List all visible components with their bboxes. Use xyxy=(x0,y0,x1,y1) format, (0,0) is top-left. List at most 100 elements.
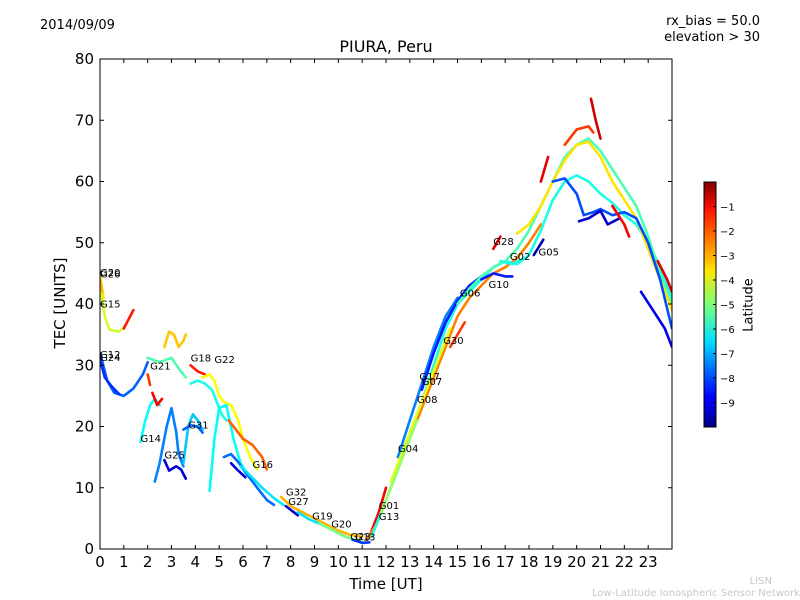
series-annotation-0: G20 xyxy=(100,268,120,279)
series-annotation-8: G14 xyxy=(141,434,161,445)
x-tick-label-11: 11 xyxy=(353,553,372,571)
x-tick-label-12: 12 xyxy=(376,553,395,571)
colorbar-tick-label-5: −6 xyxy=(720,325,735,336)
y-tick-label-4: 40 xyxy=(75,295,94,313)
series-line-9 xyxy=(151,391,164,407)
series-annotation-27: G28 xyxy=(493,237,513,248)
series-line-6 xyxy=(146,356,188,379)
x-tick-label-18: 18 xyxy=(519,553,538,571)
series-annotation-26: G10 xyxy=(489,280,509,291)
y-tick-label-8: 80 xyxy=(75,50,94,68)
series-line-34 xyxy=(449,321,466,349)
x-tick-label-6: 6 xyxy=(238,553,248,571)
series-annotation-13: G27 xyxy=(288,497,308,508)
series-line-24 xyxy=(284,504,300,517)
x-tick-label-15: 15 xyxy=(448,553,467,571)
date-label: 2014/09/09 xyxy=(40,18,115,33)
series-line-44 xyxy=(589,97,602,140)
rx-bias-label: rx_bias = 50.0 xyxy=(666,14,760,29)
chart-title: PIURA, Peru xyxy=(339,37,433,56)
series-annotation-20: G04 xyxy=(398,444,418,455)
x-tick-label-22: 22 xyxy=(615,553,634,571)
series-annotation-25: G06 xyxy=(460,289,480,300)
x-tick-label-7: 7 xyxy=(262,553,272,571)
series-line-31 xyxy=(396,296,459,459)
series-annotation-10: G31 xyxy=(188,420,208,431)
x-tick-label-2: 2 xyxy=(143,553,153,571)
series-annotation-2: G15 xyxy=(100,300,120,311)
series-line-13 xyxy=(182,413,204,465)
series-line-18 xyxy=(208,403,250,493)
x-tick-label-8: 8 xyxy=(286,553,296,571)
series-annotation-1: G26 xyxy=(100,270,120,281)
y-tick-label-1: 10 xyxy=(75,479,94,497)
rx-bias-info: rx_bias = 50.0 elevation > 30 xyxy=(664,14,760,46)
x-tick-label-14: 14 xyxy=(424,553,443,571)
series-line-14 xyxy=(182,424,204,434)
y-tick-label-7: 70 xyxy=(75,111,94,129)
series-line-0 xyxy=(100,284,126,333)
series-line-27 xyxy=(351,538,371,545)
series-line-29 xyxy=(365,223,543,542)
x-tick-label-4: 4 xyxy=(191,553,201,571)
series-annotation-7: G22 xyxy=(214,355,234,366)
watermark-short: LISN xyxy=(749,576,772,587)
x-axis-label: Time [UT] xyxy=(349,575,423,593)
series-line-47 xyxy=(611,204,631,238)
y-tick-label-2: 20 xyxy=(75,418,94,436)
elevation-label: elevation > 30 xyxy=(664,30,760,45)
series-line-12 xyxy=(163,330,188,349)
series-annotation-23: G17 xyxy=(419,372,439,383)
series-annotation-9: G25 xyxy=(164,450,184,461)
series-line-5 xyxy=(122,308,135,330)
y-tick-label-0: 0 xyxy=(84,540,94,558)
series-annotation-19: G13 xyxy=(379,512,399,523)
series-line-33 xyxy=(379,419,419,514)
colorbar-tick-label-1: −2 xyxy=(720,227,735,238)
y-tick-label-6: 60 xyxy=(75,173,94,191)
series-annotation-4: G24 xyxy=(100,353,120,364)
series-annotation-15: G20 xyxy=(331,520,351,531)
series-line-20 xyxy=(222,452,276,507)
x-tick-label-13: 13 xyxy=(400,553,419,571)
series-annotation-17: G13 xyxy=(355,532,375,543)
series-line-4 xyxy=(100,357,121,396)
x-tick-label-0: 0 xyxy=(95,553,105,571)
series-line-41 xyxy=(515,140,672,312)
plot-frame xyxy=(99,58,673,550)
x-tick-label-9: 9 xyxy=(310,553,320,571)
series-line-22 xyxy=(239,465,285,507)
series-line-10 xyxy=(153,406,185,483)
colorbar-tick-label-8: −9 xyxy=(720,399,735,410)
x-tick-label-17: 17 xyxy=(496,553,515,571)
series-annotation-6: G18 xyxy=(191,354,211,365)
series-line-45 xyxy=(551,177,672,330)
colorbar-tick-label-6: −7 xyxy=(720,350,735,361)
x-tick-label-1: 1 xyxy=(119,553,129,571)
series-annotation-5: G21 xyxy=(150,362,170,373)
x-tick-label-16: 16 xyxy=(472,553,491,571)
x-tick-label-21: 21 xyxy=(591,553,610,571)
series-annotation-11: G16 xyxy=(253,460,273,471)
series-annotation-12: G32 xyxy=(286,488,306,499)
series-line-11 xyxy=(163,458,188,480)
series-line-43 xyxy=(563,125,595,147)
series-annotation-18: G01 xyxy=(379,501,399,512)
series-line-21 xyxy=(229,462,247,479)
x-tick-label-20: 20 xyxy=(567,553,586,571)
x-tick-label-19: 19 xyxy=(543,553,562,571)
y-tick-label-5: 50 xyxy=(75,234,94,252)
series-annotation-14: G19 xyxy=(312,512,332,523)
colorbar-tick-label-0: −1 xyxy=(720,203,735,214)
series-line-19 xyxy=(227,419,269,471)
colorbar-tick-label-7: −8 xyxy=(720,374,735,385)
series-line-7 xyxy=(146,373,152,387)
series-annotation-29: G05 xyxy=(539,248,559,259)
series-line-23 xyxy=(279,495,364,539)
series-line-40 xyxy=(532,238,545,257)
series-line-37 xyxy=(480,272,514,281)
series-line-16 xyxy=(189,364,207,376)
series-annotation-24: G30 xyxy=(443,336,463,347)
colorbar-tick-label-4: −5 xyxy=(720,301,735,312)
